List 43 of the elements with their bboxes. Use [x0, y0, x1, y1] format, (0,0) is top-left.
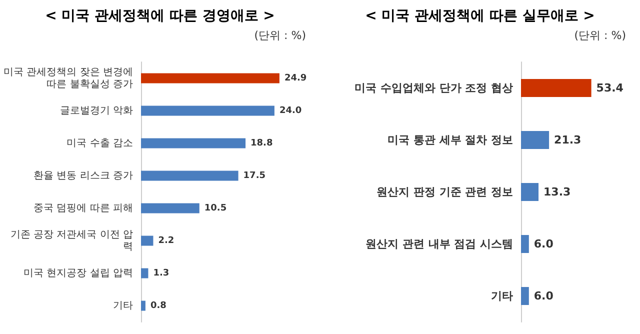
bar [521, 183, 539, 201]
data-label: 0.8 [150, 300, 166, 311]
y-tick-label: 환율 변동 리스크 증가 [33, 170, 133, 182]
data-label: 24.0 [279, 106, 302, 116]
bar [521, 79, 592, 97]
data-label: 21.3 [554, 134, 582, 146]
bar [141, 138, 246, 148]
data-label: 13.3 [544, 186, 571, 198]
y-tick-label: 미국 통관 세부 절차 정보 [388, 134, 513, 146]
y-tick-label: 미국 수입업체와 단가 조정 협상 [354, 82, 513, 94]
y-tick-label: 미국 관세정책의 잦은 변경에 따른 불확실성 증가 [3, 66, 133, 90]
y-tick-label: 기타 [491, 290, 513, 302]
data-label: 17.5 [243, 170, 266, 181]
chart-title: < 미국 관세정책에 따른 실무애로 > [365, 8, 595, 24]
y-tick-label: 기존 공장 저관세국 이전 압력 [10, 229, 133, 252]
y-tick-label: 미국 수출 감소 [66, 138, 133, 149]
y-tick-label: 미국 현지공장 설립 압력 [23, 268, 133, 279]
data-label: 24.9 [284, 73, 307, 84]
bar [141, 106, 274, 116]
data-label: 2.2 [158, 236, 174, 246]
data-label: 6.0 [534, 290, 554, 302]
data-label: 18.8 [250, 138, 273, 148]
bar [141, 300, 146, 311]
data-label: 6.0 [534, 238, 554, 250]
y-tick-label: 글로벌경기 악화 [60, 105, 133, 116]
text: (단위 : %) [574, 29, 626, 42]
bar [521, 235, 529, 253]
bar [521, 131, 550, 149]
bar [141, 73, 280, 84]
data-label: 1.3 [153, 268, 170, 278]
y-tick-label: 원산지 판정 기준 관련 정보 [376, 186, 513, 198]
data-label: 53.4 [596, 82, 624, 94]
y-tick-label: 원산지 관련 내부 점검 시스템 [366, 238, 513, 250]
bar [141, 170, 238, 181]
y-tick-label: 중국 덤핑에 따른 피해 [33, 202, 133, 214]
bar [521, 287, 529, 305]
bar [141, 268, 148, 278]
bar [141, 203, 200, 214]
bar [141, 236, 154, 246]
data-label: 10.5 [204, 203, 227, 214]
chart-title: < 미국 관세정책에 따른 경영애로 > [45, 8, 275, 24]
y-tick-label: 기타 [113, 300, 133, 312]
text: (단위 : %) [254, 29, 306, 42]
